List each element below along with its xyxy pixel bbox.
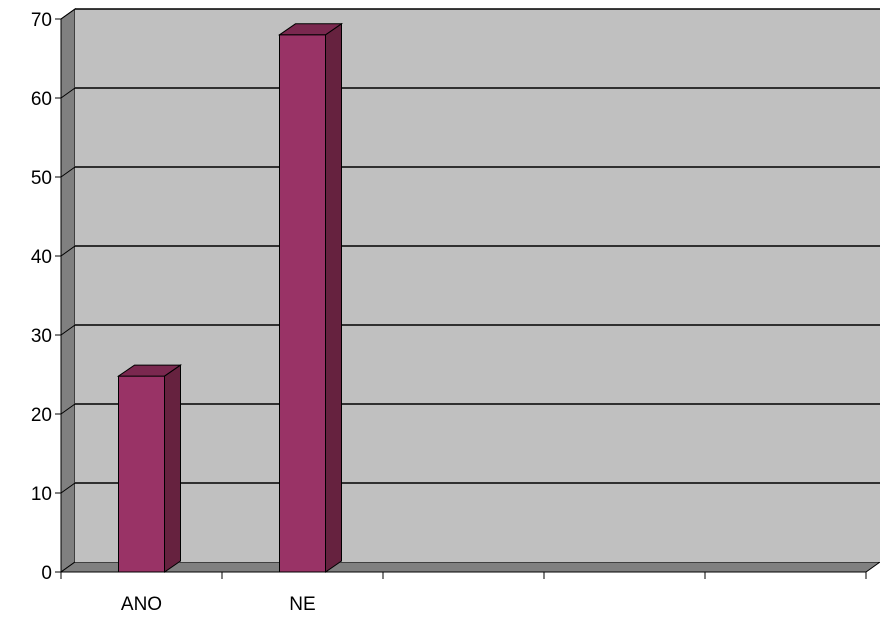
y-tick-label: 40 [31, 247, 52, 268]
bar [280, 24, 342, 572]
bar-side [165, 365, 181, 572]
x-axis-labels: ANO NE [121, 594, 316, 615]
y-tick-label: 0 [41, 563, 52, 584]
y-tick-label: 50 [31, 168, 52, 189]
y-tick-label: 30 [31, 326, 52, 347]
bar-front [280, 35, 326, 572]
bar [119, 365, 181, 572]
x-axis-ticks [61, 572, 866, 579]
bar-front [119, 376, 165, 572]
x-category-label: NE [289, 594, 315, 615]
y-tick-label: 20 [31, 405, 52, 426]
x-category-label: ANO [121, 594, 162, 615]
chart-back-wall [75, 9, 880, 562]
y-tick-label: 60 [31, 89, 52, 110]
y-tick-label: 10 [31, 484, 52, 505]
chart-floor [61, 562, 880, 572]
bar-side [326, 24, 342, 572]
y-tick-label: 70 [31, 10, 52, 31]
y-axis-ticks: 0 10 20 30 40 50 60 70 [31, 10, 61, 584]
